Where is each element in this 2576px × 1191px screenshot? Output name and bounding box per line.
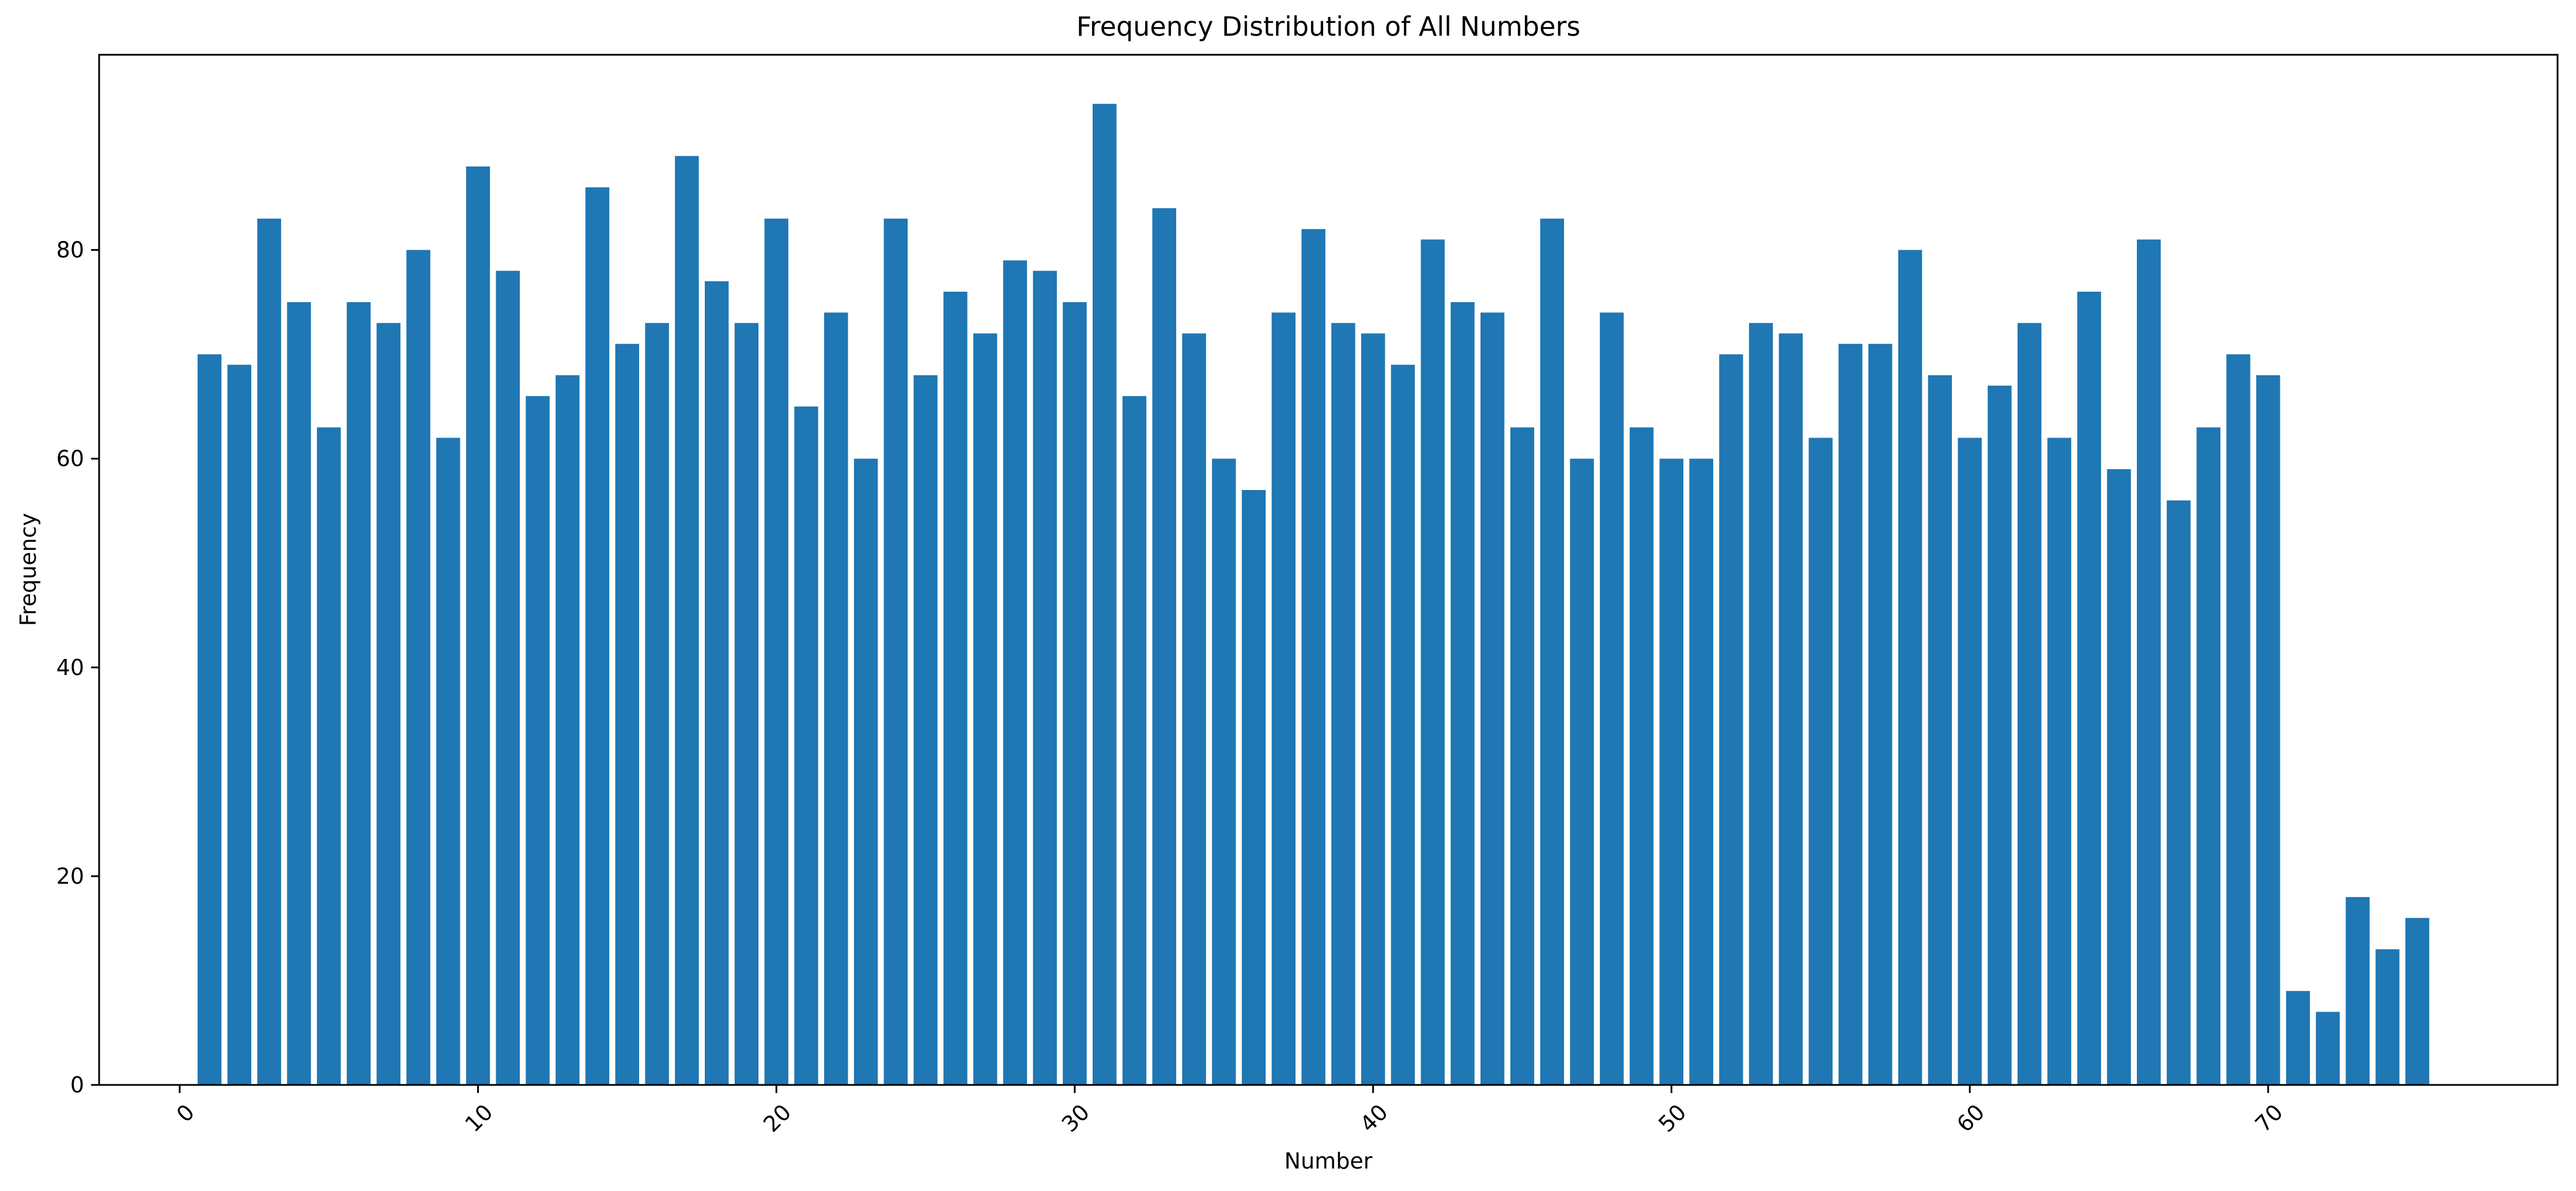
bar-27 [973, 333, 998, 1086]
x-tick-label: 40 [1355, 1099, 1393, 1137]
bar-60 [1958, 438, 1982, 1085]
y-tick-label: 20 [56, 864, 84, 889]
bar-54 [1778, 333, 1803, 1086]
y-tick-label: 40 [56, 655, 84, 680]
bar-28 [1003, 260, 1028, 1086]
bar-8 [406, 250, 430, 1085]
bar-52 [1719, 354, 1743, 1085]
bar-23 [853, 458, 878, 1086]
bar-4 [287, 302, 311, 1085]
bar-17 [675, 156, 699, 1085]
bar-56 [1838, 344, 1863, 1085]
x-tick-label: 0 [172, 1099, 199, 1127]
bar-26 [943, 291, 968, 1085]
bar-67 [2166, 500, 2191, 1085]
bar-25 [913, 375, 938, 1085]
bar-41 [1391, 364, 1415, 1085]
bar-10 [466, 166, 490, 1086]
bar-55 [1808, 438, 1833, 1085]
x-axis-title: Number [1285, 1148, 1373, 1174]
bar-40 [1361, 333, 1385, 1086]
bar-62 [2017, 323, 2042, 1085]
bar-18 [704, 281, 729, 1085]
bar-7 [376, 323, 401, 1085]
bar-13 [556, 375, 580, 1085]
x-tick-label: 10 [460, 1099, 497, 1137]
bar-39 [1331, 323, 1355, 1085]
bar-68 [2196, 427, 2220, 1085]
bar-70 [2256, 375, 2280, 1085]
bar-47 [1570, 458, 1594, 1086]
y-tick-label: 0 [70, 1072, 84, 1098]
bar-36 [1241, 489, 1266, 1085]
bar-5 [316, 427, 341, 1085]
bars-layer [197, 104, 2430, 1086]
bar-59 [1928, 375, 1952, 1085]
bar-11 [496, 270, 520, 1085]
bar-16 [645, 323, 669, 1085]
bar-50 [1659, 458, 1684, 1086]
bar-2 [227, 364, 252, 1085]
bar-71 [2286, 991, 2310, 1085]
bar-29 [1033, 270, 1057, 1085]
bar-57 [1868, 344, 1893, 1085]
bar-63 [2047, 438, 2072, 1085]
bar-32 [1122, 396, 1147, 1085]
plot-frame [98, 54, 2559, 1086]
bar-31 [1093, 104, 1117, 1086]
bar-19 [734, 323, 759, 1085]
bar-42 [1421, 239, 1445, 1086]
bar-65 [2107, 469, 2131, 1085]
bar-9 [436, 438, 460, 1085]
bar-34 [1182, 333, 1206, 1086]
bar-15 [615, 344, 640, 1085]
bar-35 [1212, 458, 1236, 1086]
bar-75 [2405, 918, 2430, 1085]
bar-49 [1629, 427, 1654, 1085]
bar-1 [197, 354, 222, 1085]
bar-64 [2077, 291, 2101, 1085]
y-tick-label: 80 [56, 238, 84, 263]
bar-74 [2375, 949, 2400, 1085]
bar-45 [1510, 427, 1535, 1085]
bar-73 [2345, 897, 2370, 1085]
bar-24 [883, 218, 908, 1085]
bar-22 [824, 312, 848, 1086]
bar-46 [1540, 218, 1564, 1085]
bar-66 [2137, 239, 2161, 1086]
bar-38 [1301, 229, 1325, 1085]
x-tick-label: 20 [758, 1099, 796, 1137]
bar-33 [1152, 208, 1176, 1085]
y-axis-ticks: 0 20 40 60 80 [56, 238, 99, 1098]
x-tick-label: 70 [2250, 1099, 2288, 1137]
bar-20 [764, 218, 788, 1085]
bar-14 [585, 187, 610, 1086]
bar-58 [1898, 250, 1922, 1085]
chart-title: Frequency Distribution of All Numbers [1077, 11, 1581, 42]
bar-12 [526, 396, 550, 1085]
bar-51 [1689, 458, 1713, 1086]
bar-53 [1748, 323, 1773, 1085]
bar-6 [346, 302, 371, 1085]
bar-30 [1063, 302, 1087, 1085]
bar-44 [1480, 312, 1505, 1086]
bar-48 [1600, 312, 1624, 1086]
x-axis-ticks: 0 10 20 30 40 50 60 70 [172, 1085, 2288, 1137]
x-tick-label: 30 [1057, 1099, 1094, 1137]
y-tick-label: 60 [56, 446, 84, 472]
bar-21 [794, 406, 818, 1085]
bar-3 [257, 218, 281, 1085]
bar-69 [2226, 354, 2250, 1085]
bar-72 [2316, 1012, 2340, 1085]
bar-61 [1988, 385, 2012, 1086]
y-axis-title: Frequency [16, 513, 41, 626]
x-tick-label: 60 [1952, 1099, 1989, 1137]
x-tick-label: 50 [1653, 1099, 1691, 1137]
bar-37 [1271, 312, 1296, 1086]
bar-43 [1451, 302, 1475, 1085]
